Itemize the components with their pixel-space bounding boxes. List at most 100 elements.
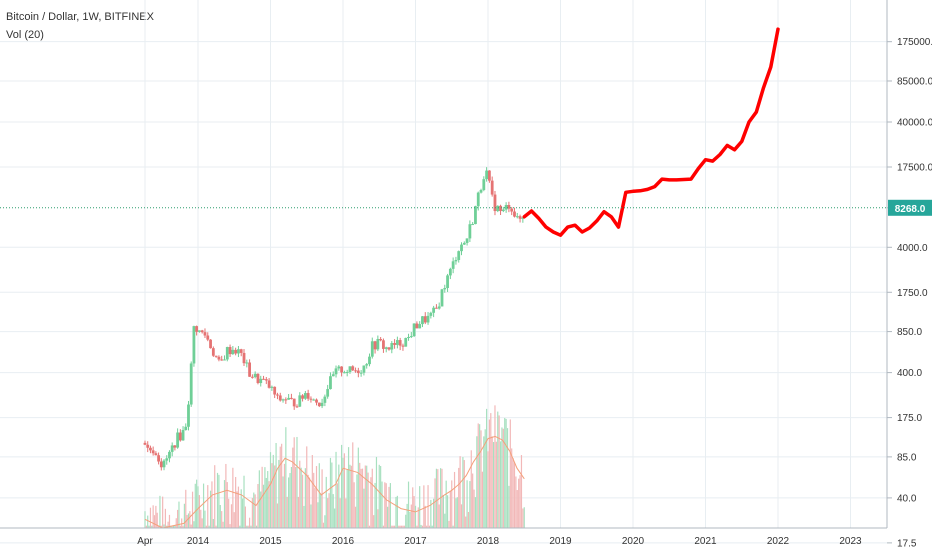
volume-bar bbox=[366, 465, 368, 528]
candle-body bbox=[426, 315, 430, 323]
volume-bar bbox=[221, 511, 223, 528]
volume-bar bbox=[208, 525, 210, 528]
candle-body bbox=[217, 356, 221, 360]
volume-bar bbox=[240, 489, 242, 528]
volume-bar bbox=[202, 483, 205, 528]
volume-bar bbox=[403, 525, 405, 528]
x-tick-label: 2014 bbox=[187, 536, 210, 547]
volume-bar bbox=[414, 505, 417, 528]
candle-body bbox=[162, 460, 166, 468]
candle-body bbox=[418, 324, 422, 329]
volume-bar bbox=[239, 525, 241, 528]
candle-body bbox=[370, 341, 374, 357]
candle-body bbox=[242, 352, 246, 364]
volume-bar bbox=[504, 417, 506, 528]
volume-bar bbox=[341, 444, 343, 528]
volume-indicator-label: Vol (20) bbox=[6, 29, 44, 41]
candle-body bbox=[309, 398, 313, 400]
volume-bar bbox=[417, 507, 419, 528]
volume-bar bbox=[497, 411, 499, 528]
candle-body bbox=[504, 205, 508, 210]
y-tick-label: 4000.0 bbox=[897, 243, 928, 254]
volume-bar bbox=[465, 516, 467, 528]
volume-bar bbox=[509, 419, 511, 528]
volume-bar bbox=[322, 522, 325, 528]
candle-body bbox=[312, 399, 316, 401]
volume-bar bbox=[424, 505, 426, 528]
volume-bar bbox=[380, 466, 382, 528]
candle-body bbox=[345, 372, 349, 374]
volume-bar bbox=[435, 468, 438, 528]
volume-bar bbox=[406, 503, 408, 528]
volume-bar bbox=[370, 477, 372, 528]
candle-body bbox=[340, 366, 344, 373]
volume-bar bbox=[508, 485, 510, 528]
x-tick-label: 2021 bbox=[694, 536, 717, 547]
volume-bar bbox=[446, 495, 449, 528]
x-tick-label: 2015 bbox=[259, 536, 282, 547]
volume-bar bbox=[371, 468, 373, 528]
chart-legend: Bitcoin / Dollar, 1W, BITFINEX Vol (20) bbox=[6, 8, 154, 44]
candle-body bbox=[211, 348, 215, 356]
volume-bar bbox=[311, 455, 313, 528]
candle-body bbox=[476, 192, 480, 207]
volume-bar bbox=[222, 521, 224, 528]
volume-bar bbox=[301, 474, 304, 528]
y-tick-label: 175000.0 bbox=[897, 37, 932, 48]
candle-body bbox=[351, 366, 355, 371]
volume-bar bbox=[389, 483, 392, 528]
candle-body bbox=[295, 406, 299, 408]
volume-bar bbox=[519, 475, 521, 528]
candle-body bbox=[446, 275, 449, 288]
volume-bar bbox=[271, 463, 273, 528]
volume-bar bbox=[226, 482, 228, 528]
volume-bar bbox=[336, 483, 339, 528]
volume-bar bbox=[191, 491, 194, 528]
volume-bar bbox=[392, 525, 394, 528]
volume-ma-line bbox=[144, 435, 525, 529]
candle-body bbox=[290, 397, 293, 399]
volume-bar bbox=[232, 467, 234, 528]
volume-bar bbox=[290, 467, 293, 528]
volume-bar bbox=[407, 481, 410, 528]
volume-bar bbox=[364, 465, 366, 528]
candle-body bbox=[521, 217, 525, 219]
candle-body bbox=[214, 355, 218, 357]
chart-grid bbox=[0, 0, 887, 544]
candle-body bbox=[490, 180, 494, 195]
volume-bar bbox=[162, 496, 164, 528]
candle-body bbox=[259, 378, 263, 384]
candle-body bbox=[507, 205, 511, 209]
volume-bar bbox=[387, 506, 389, 528]
candle-body bbox=[501, 209, 505, 212]
volume-bar bbox=[243, 475, 245, 528]
candle-body bbox=[368, 356, 371, 365]
candle-body bbox=[173, 445, 177, 448]
candle-body bbox=[323, 396, 327, 403]
volume-bar bbox=[242, 498, 244, 528]
volume-bar bbox=[297, 496, 299, 528]
volume-bar bbox=[260, 491, 262, 528]
volume-bar bbox=[261, 466, 263, 528]
x-tick-label: 2020 bbox=[622, 536, 645, 547]
volume-bar bbox=[248, 517, 251, 528]
volume-bar bbox=[339, 498, 341, 528]
volume-bar bbox=[342, 457, 344, 528]
volume-bar bbox=[515, 476, 517, 528]
volume-bar bbox=[200, 509, 202, 528]
volume-bar bbox=[523, 507, 525, 528]
volume-bar bbox=[409, 512, 411, 528]
volume-bar bbox=[453, 471, 456, 528]
volume-bar bbox=[505, 418, 507, 528]
candle-body bbox=[159, 461, 163, 468]
volume-bar bbox=[168, 514, 171, 528]
volume-bar bbox=[350, 465, 352, 528]
volume-bar bbox=[431, 525, 433, 528]
volume-bar bbox=[410, 504, 412, 528]
volume-bar bbox=[490, 413, 492, 528]
volume-bar bbox=[470, 450, 472, 528]
volume-bar bbox=[352, 442, 354, 528]
volume-bar bbox=[268, 481, 270, 528]
volume-bar bbox=[235, 476, 237, 528]
